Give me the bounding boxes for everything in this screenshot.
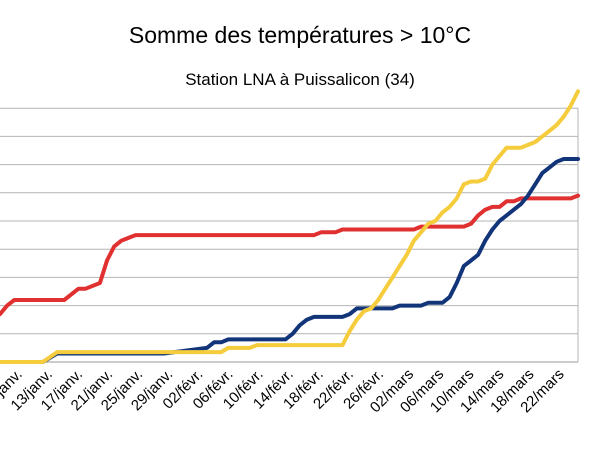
series-line-1 xyxy=(0,193,580,317)
x-axis-ticks: 09/janv.13/janv.17/janv.21/janv.25/janv.… xyxy=(0,366,568,416)
series-line-2 xyxy=(0,157,580,364)
gridlines xyxy=(0,107,579,363)
chart-title: Somme des températures > 10°C xyxy=(128,22,472,48)
series-lines xyxy=(0,89,580,364)
series-line-3 xyxy=(0,89,580,364)
chart-subtitle: Station LNA à Puissalicon (34) xyxy=(185,70,415,89)
